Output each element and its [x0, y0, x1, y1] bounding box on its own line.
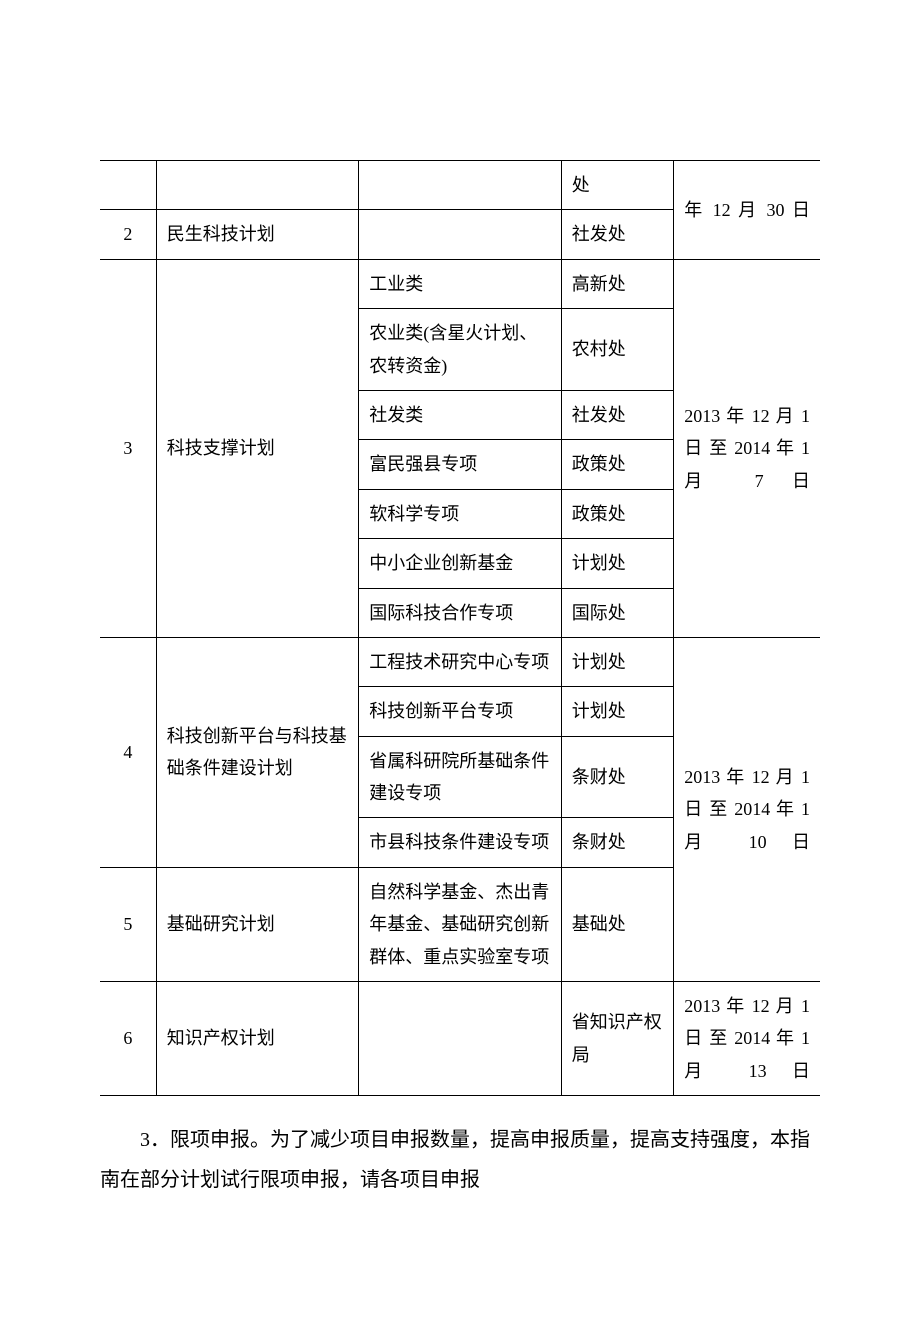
cell-category: 工业类 [359, 259, 562, 308]
cell-category: 农业类(含星火计划、农转资金) [359, 309, 562, 391]
cell-dept: 计划处 [561, 539, 674, 588]
cell-dept: 农村处 [561, 309, 674, 391]
cell-dept: 高新处 [561, 259, 674, 308]
cell-plan: 知识产权计划 [156, 982, 359, 1096]
cell-category: 中小企业创新基金 [359, 539, 562, 588]
cell-category: 自然科学基金、杰出青年基金、基础研究创新群体、重点实验室专项 [359, 867, 562, 981]
table-row: 3 科技支撑计划 工业类 高新处 2013 年 12 月 1 日 至 2014 … [100, 259, 820, 308]
cell-date: 2013 年 12 月 1 日 至 2014 年 1 月 10 日 [674, 637, 820, 981]
cell-dept: 基础处 [561, 867, 674, 981]
cell-dept: 政策处 [561, 489, 674, 538]
cell-category [359, 982, 562, 1096]
cell-num: 5 [100, 867, 156, 981]
cell-category: 科技创新平台专项 [359, 687, 562, 736]
plan-table: 处 年 12 月 30 日 2 民生科技计划 社发处 3 科技支撑计划 工业类 … [100, 160, 820, 1096]
table-row: 处 年 12 月 30 日 [100, 161, 820, 210]
cell-date: 年 12 月 30 日 [674, 161, 820, 260]
cell-dept: 处 [561, 161, 674, 210]
cell-plan: 民生科技计划 [156, 210, 359, 259]
cell-category: 富民强县专项 [359, 440, 562, 489]
body-paragraph: 3．限项申报。为了减少项目申报数量，提高申报质量，提高支持强度，本指南在部分计划… [100, 1120, 820, 1200]
cell-plan: 科技支撑计划 [156, 259, 359, 637]
cell-dept: 社发处 [561, 210, 674, 259]
cell-dept: 社发处 [561, 390, 674, 439]
cell-num [100, 161, 156, 210]
cell-category: 软科学专项 [359, 489, 562, 538]
cell-category: 社发类 [359, 390, 562, 439]
cell-category: 工程技术研究中心专项 [359, 637, 562, 686]
cell-num: 6 [100, 982, 156, 1096]
table-row: 4 科技创新平台与科技基础条件建设计划 工程技术研究中心专项 计划处 2013 … [100, 637, 820, 686]
cell-dept: 国际处 [561, 588, 674, 637]
cell-category: 省属科研院所基础条件建设专项 [359, 736, 562, 818]
cell-plan [156, 161, 359, 210]
cell-date: 2013 年 12 月 1 日 至 2014 年 1 月 13 日 [674, 982, 820, 1096]
table-row: 6 知识产权计划 省知识产权局 2013 年 12 月 1 日 至 2014 年… [100, 982, 820, 1096]
cell-category [359, 210, 562, 259]
cell-num: 2 [100, 210, 156, 259]
cell-num: 3 [100, 259, 156, 637]
cell-category: 市县科技条件建设专项 [359, 818, 562, 867]
cell-dept: 条财处 [561, 736, 674, 818]
cell-num: 4 [100, 637, 156, 867]
cell-dept: 政策处 [561, 440, 674, 489]
cell-plan: 基础研究计划 [156, 867, 359, 981]
cell-dept: 计划处 [561, 637, 674, 686]
cell-plan: 科技创新平台与科技基础条件建设计划 [156, 637, 359, 867]
cell-dept: 条财处 [561, 818, 674, 867]
cell-category [359, 161, 562, 210]
cell-category: 国际科技合作专项 [359, 588, 562, 637]
cell-date: 2013 年 12 月 1 日 至 2014 年 1 月 7 日 [674, 259, 820, 637]
cell-dept: 省知识产权局 [561, 982, 674, 1096]
cell-dept: 计划处 [561, 687, 674, 736]
